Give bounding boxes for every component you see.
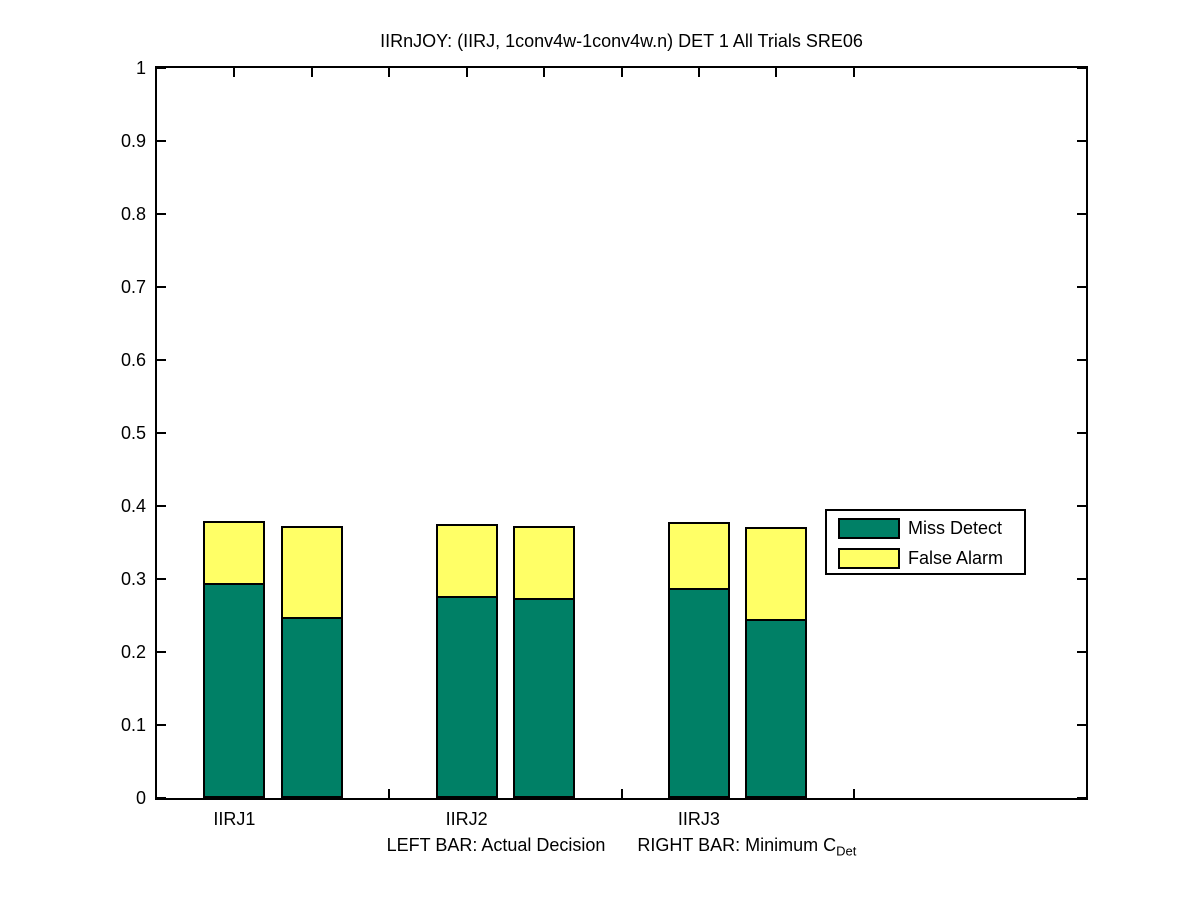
y-axis-tick: [1077, 578, 1086, 580]
x-axis-tick: [465, 68, 468, 77]
y-tick-label: 0.6: [120, 350, 146, 370]
legend-swatch: [838, 518, 900, 539]
y-tick-label: 0.4: [120, 496, 146, 516]
bar-segment-miss-detect: [437, 596, 496, 796]
chart-title: IIRnJOY: (IIRJ, 1conv4w-1conv4w.n) DET 1…: [380, 31, 863, 51]
y-tick-label: 0.3: [120, 569, 146, 589]
y-axis-tick: [157, 651, 166, 653]
x-axis-tick: [543, 68, 546, 77]
y-axis-tick: [1077, 432, 1086, 434]
x-axis-label-subscript: Det: [836, 843, 857, 859]
y-axis-tick: [157, 140, 166, 142]
y-axis-tick: [1077, 67, 1086, 69]
y-axis-tick: [157, 67, 166, 69]
y-axis-tick: [157, 724, 166, 726]
plot-area: [155, 66, 1088, 800]
bar-segment-miss-detect: [205, 582, 264, 796]
y-axis-tick: [1077, 213, 1086, 215]
x-tick-label-IIRJ1: IIRJ1: [213, 809, 256, 829]
x-axis-tick: [388, 789, 391, 798]
y-axis-tick: [1077, 651, 1086, 653]
y-axis-tick: [1077, 359, 1086, 361]
y-tick-label: 0.8: [120, 204, 146, 224]
y-axis-tick: [157, 578, 166, 580]
y-tick-label: 0.1: [120, 715, 146, 735]
x-axis-tick: [310, 68, 313, 77]
y-tick-label: 0.9: [120, 131, 146, 151]
y-axis-tick: [157, 505, 166, 507]
x-axis-tick: [697, 68, 700, 77]
y-axis-tick: [157, 432, 166, 434]
y-axis-tick: [1077, 140, 1086, 142]
legend-swatch: [838, 548, 900, 569]
stacked-bar-minimum_cdet: [745, 527, 808, 798]
stacked-bar-actual_decision: [435, 524, 498, 798]
x-tick-label-IIRJ3: IIRJ3: [677, 809, 720, 829]
y-axis-tick: [1077, 797, 1086, 799]
stacked-bar-minimum_cdet: [280, 525, 343, 798]
y-tick-label: 0: [135, 788, 146, 808]
bar-segment-miss-detect: [747, 618, 806, 796]
x-axis-label-left: LEFT BAR: Actual Decision: [386, 835, 606, 855]
x-axis-tick: [388, 68, 391, 77]
x-axis-label: LEFT BAR: Actual Decision RIGHT BAR: Mini…: [155, 835, 1088, 859]
y-axis-tick: [157, 213, 166, 215]
stacked-bar-actual_decision: [203, 521, 266, 798]
bar-segment-miss-detect: [282, 616, 341, 796]
legend-label-false-alarm: False Alarm: [908, 548, 1004, 568]
x-axis-tick: [775, 68, 778, 77]
y-axis-tick: [1077, 286, 1086, 288]
bar-segment-miss-detect: [515, 597, 574, 796]
stacked-bar-minimum_cdet: [513, 526, 576, 798]
y-tick-label: 0.7: [120, 277, 146, 297]
x-axis-tick: [852, 789, 855, 798]
x-axis-tick: [620, 68, 623, 77]
stacked-bar-actual_decision: [667, 522, 730, 798]
y-axis-tick: [1077, 505, 1086, 507]
y-tick-label: 0.5: [120, 423, 146, 443]
legend-label-miss-detect: Miss Detect: [908, 518, 1003, 538]
bar-segment-miss-detect: [669, 587, 728, 796]
x-axis-tick: [233, 68, 236, 77]
x-axis-tick: [852, 68, 855, 77]
y-axis-tick: [1077, 724, 1086, 726]
x-axis-tick: [620, 789, 623, 798]
y-axis-tick: [157, 286, 166, 288]
y-axis-tick: [157, 359, 166, 361]
y-tick-label: 1: [135, 58, 146, 78]
x-tick-label-IIRJ2: IIRJ2: [445, 809, 488, 829]
y-tick-label: 0.2: [120, 642, 146, 662]
x-axis-label-right: RIGHT BAR: Minimum C: [637, 835, 837, 855]
legend: Miss Detect False Alarm: [825, 509, 1026, 575]
y-axis-tick: [157, 797, 166, 799]
